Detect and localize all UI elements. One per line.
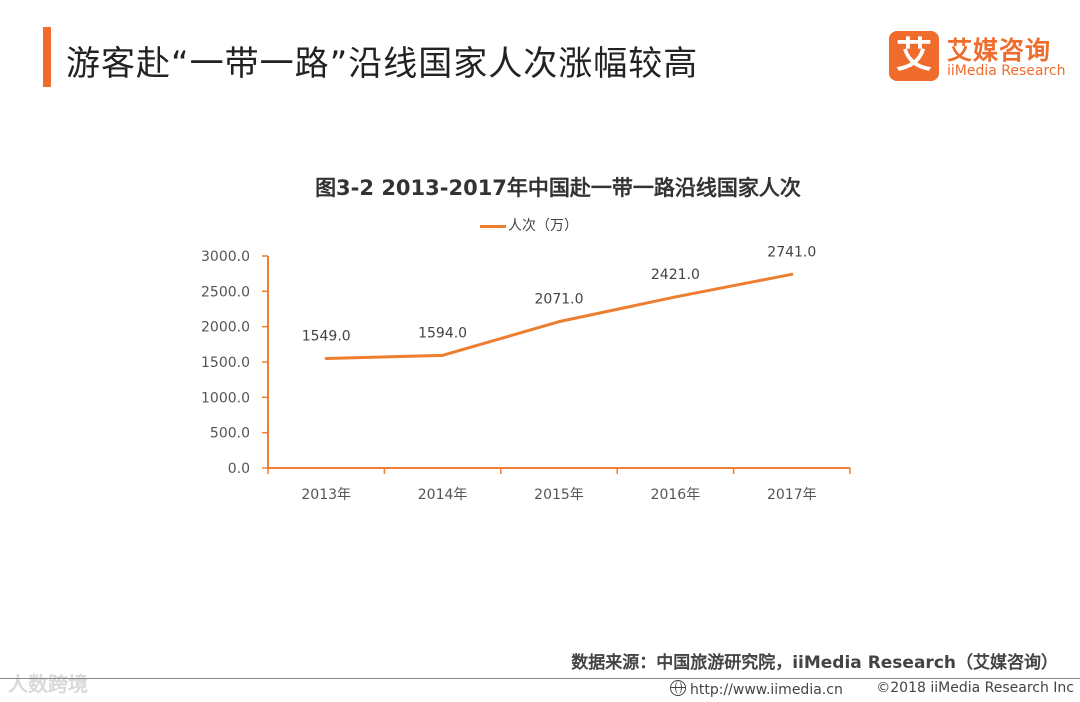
data-point — [673, 295, 677, 299]
data-label: 1549.0 — [302, 329, 351, 345]
chart-title: 图3-2 2013-2017年中国赴一带一路沿线国家人次 — [315, 176, 801, 200]
data-label: 2071.0 — [535, 292, 584, 308]
footer-copyright: ©2018 iiMedia Research Inc — [876, 680, 1074, 696]
title-accent-bar — [43, 27, 51, 87]
x-tick-label: 2016年 — [651, 487, 701, 503]
data-label: 2741.0 — [767, 244, 816, 260]
data-point — [790, 272, 794, 276]
data-label: 2421.0 — [651, 267, 700, 283]
y-tick-label: 0.0 — [228, 461, 250, 477]
y-tick-label: 1000.0 — [201, 390, 250, 406]
legend-line-swatch — [480, 224, 506, 228]
logo-name-cn: 艾媒咨询 — [947, 36, 1052, 65]
globe-icon — [670, 680, 686, 696]
chart-legend: 人次（万） — [480, 215, 578, 235]
footer-url-text[interactable]: http://www.iimedia.cn — [690, 682, 843, 698]
page-title: 游客赴“一带一路”沿线国家人次涨幅较高 — [66, 44, 699, 84]
x-tick-label: 2017年 — [767, 487, 817, 503]
data-point — [441, 353, 445, 357]
y-tick-label: 2500.0 — [201, 284, 250, 300]
data-point — [557, 320, 561, 324]
x-tick-label: 2015年 — [534, 487, 584, 503]
y-tick-label: 500.0 — [210, 426, 250, 442]
series-line — [326, 272, 793, 361]
x-tick-label: 2014年 — [418, 487, 468, 503]
logo-name-en: iiMedia Research — [947, 63, 1066, 79]
x-tick-label: 2013年 — [301, 487, 351, 503]
y-tick-label: 3000.0 — [201, 249, 250, 265]
footer-divider — [0, 678, 1080, 679]
watermark: 人数跨境 — [8, 672, 88, 696]
data-label: 1594.0 — [418, 325, 467, 341]
data-source: 数据来源：中国旅游研究院，iiMedia Research（艾媒咨询） — [571, 653, 1058, 673]
footer-url[interactable]: http://www.iimedia.cn — [670, 680, 843, 698]
y-tick-label: 1500.0 — [201, 355, 250, 371]
logo-mark-icon: 艾 — [889, 31, 939, 81]
legend-label: 人次（万） — [508, 218, 578, 234]
y-tick-label: 2000.0 — [201, 320, 250, 336]
data-point — [324, 357, 328, 361]
iimedia-logo: 艾 艾媒咨询 iiMedia Research — [889, 31, 1066, 83]
